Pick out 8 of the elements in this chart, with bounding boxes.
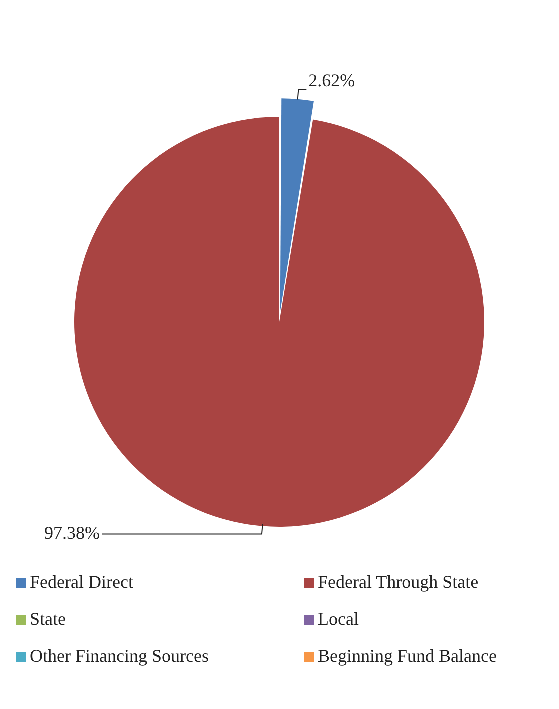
legend-label: Local bbox=[318, 609, 359, 630]
data-label: 97.38% bbox=[44, 523, 100, 544]
legend-label: Beginning Fund Balance bbox=[318, 646, 497, 667]
legend-label: Federal Through State bbox=[318, 572, 479, 593]
legend-label: Other Financing Sources bbox=[30, 646, 209, 667]
data-label: 2.62% bbox=[308, 70, 356, 91]
legend-label: State bbox=[30, 609, 66, 630]
legend-label: Federal Direct bbox=[30, 572, 134, 593]
